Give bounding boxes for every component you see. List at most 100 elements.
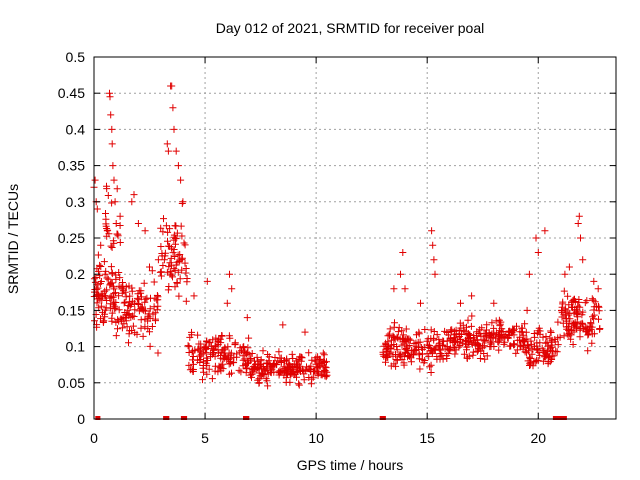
data-point	[108, 270, 116, 278]
y-tick-label: 0.25	[58, 230, 85, 246]
data-point	[428, 227, 436, 235]
data-point	[589, 313, 596, 321]
data-point	[587, 325, 595, 333]
data-point	[595, 315, 602, 323]
data-point	[141, 323, 149, 331]
data-point	[300, 370, 308, 378]
data-point	[271, 354, 279, 361]
data-point	[189, 356, 196, 364]
data-point	[107, 263, 115, 271]
data-point	[573, 309, 581, 317]
data-point	[430, 328, 438, 335]
data-point	[588, 295, 596, 303]
data-point	[282, 366, 290, 374]
data-point	[495, 331, 503, 339]
data-point	[577, 234, 584, 242]
data-point	[173, 279, 181, 286]
data-point	[536, 330, 544, 338]
data-point	[468, 292, 476, 300]
data-point	[413, 331, 420, 339]
data-point	[103, 274, 111, 282]
y-tick-label: 0	[77, 411, 85, 427]
data-point	[411, 346, 419, 354]
data-point	[131, 306, 139, 314]
data-point	[137, 287, 145, 295]
data-point	[588, 339, 596, 347]
data-point	[446, 347, 454, 355]
data-point	[128, 198, 136, 206]
data-point	[479, 336, 487, 344]
data-point	[106, 294, 114, 302]
data-point	[210, 349, 218, 356]
data-point	[178, 266, 186, 274]
data-point	[266, 361, 274, 369]
data-point	[419, 350, 426, 358]
data-point	[571, 306, 579, 314]
data-point	[159, 228, 167, 236]
x-tick-label: 20	[530, 430, 546, 446]
data-point	[227, 355, 235, 363]
data-point	[154, 302, 162, 310]
data-point	[122, 293, 130, 301]
data-point	[565, 263, 573, 271]
data-point	[561, 270, 569, 278]
data-point	[182, 265, 190, 272]
data-point	[262, 375, 270, 383]
data-point	[194, 331, 202, 339]
data-point	[107, 300, 115, 308]
data-point	[134, 290, 142, 298]
data-point	[437, 350, 445, 357]
data-point	[312, 357, 320, 365]
data-point	[97, 241, 105, 249]
data-point	[563, 330, 571, 338]
data-point	[545, 354, 552, 362]
data-point	[264, 382, 272, 390]
data-point	[140, 279, 148, 287]
data-point	[110, 283, 117, 291]
data-point	[305, 374, 313, 381]
data-point	[208, 375, 216, 383]
data-point	[575, 212, 583, 220]
data-point	[276, 354, 284, 362]
data-point	[476, 329, 484, 337]
data-point	[183, 275, 191, 282]
data-point	[118, 324, 126, 332]
data-point	[409, 350, 417, 358]
data-point	[245, 334, 253, 342]
data-point	[103, 286, 111, 294]
data-point	[146, 328, 153, 336]
data-point	[542, 333, 550, 340]
zero-marker	[243, 416, 247, 420]
data-point	[299, 366, 306, 374]
data-point	[463, 346, 470, 354]
data-point	[406, 352, 413, 360]
data-point	[162, 222, 170, 230]
data-point	[568, 320, 576, 328]
data-point	[141, 307, 149, 315]
data-point	[460, 350, 468, 358]
y-axis-label: SRMTID / TECUs	[5, 184, 21, 294]
data-point	[115, 306, 123, 314]
data-point	[110, 305, 118, 313]
data-point	[576, 333, 584, 341]
data-point	[390, 341, 398, 348]
data-point	[470, 331, 478, 339]
data-point	[524, 341, 532, 349]
data-point	[119, 279, 126, 286]
data-point	[241, 355, 249, 363]
data-point	[217, 362, 225, 370]
data-point	[510, 325, 518, 333]
data-point	[121, 288, 129, 296]
data-point	[450, 344, 458, 352]
data-point	[219, 346, 227, 354]
data-point	[477, 347, 485, 355]
y-tick-label: 0.1	[66, 339, 86, 355]
data-point	[384, 338, 392, 346]
data-point	[177, 176, 185, 184]
zero-marker	[552, 416, 557, 420]
data-point	[209, 350, 217, 358]
data-point	[177, 222, 185, 230]
data-point	[199, 376, 206, 384]
